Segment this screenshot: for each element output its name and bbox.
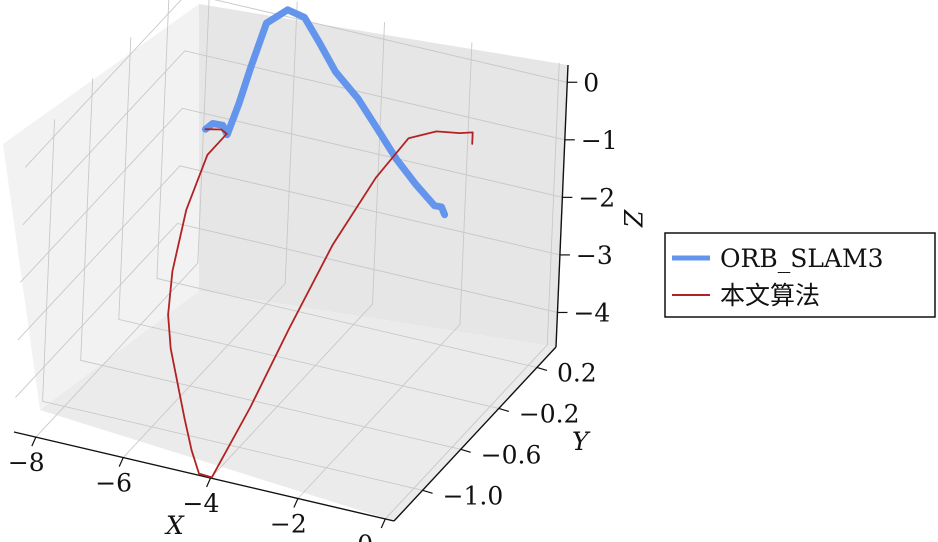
gridline-y bbox=[118, 37, 499, 409]
x-axis-line bbox=[13, 431, 395, 522]
z-tick-label: −2 bbox=[578, 183, 615, 212]
gridline-x bbox=[122, 1, 298, 458]
y-axis-line bbox=[393, 346, 557, 522]
pane-back-right bbox=[199, 4, 568, 347]
y-tick-label: −1.0 bbox=[443, 481, 504, 510]
x-tick-label: −8 bbox=[8, 448, 45, 477]
gridline-z bbox=[15, 222, 558, 398]
y-ticks: −1.0 −0.6 −0.2 0.2 bbox=[422, 358, 597, 510]
legend-frame bbox=[664, 232, 936, 318]
gridline-y bbox=[80, 78, 461, 450]
y-tick-mark bbox=[422, 489, 433, 494]
z-tick-label: −1 bbox=[581, 126, 618, 155]
legend: ORB_SLAM3 本文算法 bbox=[664, 232, 936, 318]
y-tick-label: −0.6 bbox=[481, 440, 542, 469]
x-tick-label: −4 bbox=[183, 489, 220, 518]
gridline-x bbox=[210, 22, 386, 479]
z-tick-label: −3 bbox=[576, 241, 613, 270]
series-line-1 bbox=[167, 128, 474, 479]
gridline-y bbox=[156, 0, 538, 368]
x-tick-label: −2 bbox=[270, 509, 307, 538]
y-tick-mark bbox=[460, 448, 471, 453]
z-tick-label: −4 bbox=[573, 298, 610, 327]
pane-floor bbox=[40, 291, 556, 521]
x-tick-mark bbox=[293, 498, 299, 508]
x-tick-mark bbox=[118, 457, 124, 467]
gridline-z bbox=[24, 0, 568, 168]
pane-back-left bbox=[3, 4, 199, 410]
gridline-z bbox=[22, 50, 565, 226]
gridlines bbox=[15, 0, 568, 520]
z-ticks: 0 −1 −2 −3 −4 bbox=[557, 68, 618, 327]
gridline-y bbox=[42, 119, 423, 491]
y-tick-label: −0.2 bbox=[519, 399, 580, 428]
y-tick-mark bbox=[536, 366, 548, 372]
legend-label-ours: 本文算法 bbox=[720, 281, 820, 310]
z-tick-label: 0 bbox=[583, 68, 599, 97]
z-axis-label: Z bbox=[618, 209, 647, 228]
legend-label-orb-slam3: ORB_SLAM3 bbox=[720, 244, 883, 273]
series-layer bbox=[167, 6, 474, 479]
x-tick-label: −6 bbox=[95, 469, 132, 498]
gridline-x bbox=[297, 42, 473, 499]
gridline-z bbox=[20, 107, 563, 283]
x-axis-label: X bbox=[164, 511, 185, 540]
x-tick-mark bbox=[206, 477, 212, 488]
x-ticks: −8 −6 −4 −2 0 bbox=[8, 436, 386, 542]
x-tick-mark bbox=[380, 518, 386, 529]
gridline-z bbox=[17, 165, 561, 341]
y-axis-label: Y bbox=[572, 427, 591, 456]
gridline-x bbox=[35, 0, 210, 438]
x-tick-label: 0 bbox=[357, 530, 373, 542]
z-axis-line bbox=[555, 64, 569, 348]
y-tick-mark bbox=[498, 407, 509, 412]
x-tick-mark bbox=[31, 436, 37, 447]
y-tick-label: 0.2 bbox=[557, 358, 597, 387]
gridline-x bbox=[384, 62, 560, 520]
